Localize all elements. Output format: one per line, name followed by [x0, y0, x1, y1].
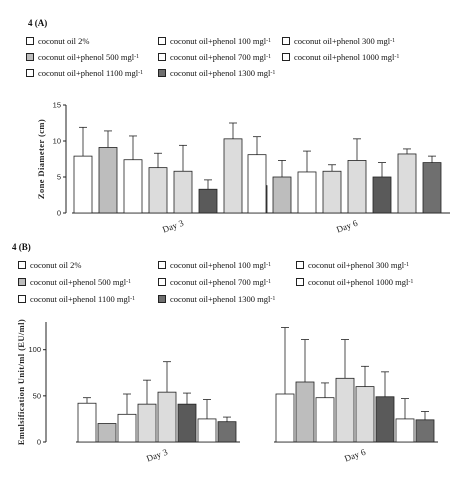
legend-item: coconut oil+phenol 300 mgl -1 [296, 260, 409, 270]
legend-label: coconut oil+phenol 1100 mgl [30, 294, 131, 304]
legend-item: coconut oil+phenol 1100 mgl -1 [26, 68, 143, 78]
bar [335, 377, 355, 443]
legend-item: coconut oil+phenol 700 mgl -1 [158, 277, 271, 287]
legend-swatch [158, 278, 166, 286]
bar [272, 176, 292, 214]
bar [217, 421, 237, 443]
legend-label: coconut oil 2% [30, 260, 82, 270]
legend-swatch [158, 261, 166, 269]
y-tick-label: 0 [37, 438, 41, 447]
legend-item: coconut oil+phenol 700 mgl -1 [158, 52, 271, 62]
bar [355, 386, 375, 443]
legend-a: coconut oil 2% coconut oil+phenol 100 mg… [26, 36, 466, 86]
legend-item: coconut oil+phenol 100 mgl -1 [158, 260, 271, 270]
bar [137, 403, 157, 443]
legend-swatch [26, 53, 34, 61]
bar [173, 170, 193, 214]
legend-item: coconut oil+phenol 100 mgl -1 [158, 36, 271, 46]
bar [97, 423, 117, 443]
panel-b-label: 4 (B) [12, 242, 31, 252]
legend-swatch [158, 53, 166, 61]
x-tick-label: Day 6 [335, 218, 359, 235]
bar [347, 160, 367, 214]
legend-swatch [296, 261, 304, 269]
legend-swatch [18, 261, 26, 269]
bar [275, 393, 295, 443]
x-tick-label: Day 3 [145, 447, 169, 464]
bar [395, 418, 415, 443]
bar [148, 167, 168, 214]
bar [223, 138, 243, 214]
x-tick-label: Day 6 [343, 447, 367, 464]
bar [177, 403, 197, 443]
bar [297, 171, 317, 214]
legend-label: coconut oil+phenol 700 mgl [170, 277, 267, 287]
legend-label: coconut oil+phenol 1000 mgl [294, 52, 395, 62]
legend-item: coconut oil+phenol 1300 mgl -1 [158, 294, 275, 304]
panel-a-label: 4 (A) [28, 18, 48, 28]
bar [315, 397, 335, 443]
bar [73, 155, 93, 214]
bar [123, 159, 143, 214]
legend-swatch [158, 69, 166, 77]
legend-label: coconut oil+phenol 1300 mgl [170, 68, 271, 78]
bar [415, 419, 435, 443]
legend-swatch [18, 278, 26, 286]
legend-swatch [282, 53, 290, 61]
legend-swatch [18, 295, 26, 303]
legend-item: coconut oil+phenol 1000 mgl -1 [282, 52, 399, 62]
legend-swatch [282, 37, 290, 45]
y-tick-label: 100 [28, 345, 41, 354]
legend-label: coconut oil+phenol 100 mgl [170, 36, 267, 46]
bar [98, 147, 118, 214]
x-tick-label: Day 3 [161, 218, 185, 235]
y-tick-label: 0 [57, 209, 61, 218]
legend-label: coconut oil+phenol 100 mgl [170, 260, 267, 270]
legend-item: coconut oil 2% [26, 36, 89, 46]
legend-label: coconut oil+phenol 1100 mgl [38, 68, 139, 78]
legend-label: coconut oil+phenol 700 mgl [170, 52, 267, 62]
legend-swatch [296, 278, 304, 286]
y-tick-label: 5 [57, 173, 61, 182]
legend-swatch [26, 69, 34, 77]
legend-label: coconut oil+phenol 300 mgl [294, 36, 391, 46]
bar [197, 418, 217, 443]
legend-swatch [158, 295, 166, 303]
legend-label: coconut oil+phenol 1300 mgl [170, 294, 271, 304]
bar [247, 154, 267, 214]
y-axis-label: Emulsification Unit/ml (EU/ml) [16, 319, 26, 445]
legend-b: coconut oil 2% coconut oil+phenol 100 mg… [18, 260, 458, 310]
legend-label: coconut oil+phenol 300 mgl [308, 260, 405, 270]
y-tick-label: 10 [53, 137, 61, 146]
legend-item: coconut oil+phenol 1000 mgl -1 [296, 277, 413, 287]
legend-label: coconut oil+phenol 500 mgl [30, 277, 127, 287]
bar [157, 391, 177, 443]
bar [295, 381, 315, 443]
bar [372, 176, 392, 214]
legend-swatch [158, 37, 166, 45]
legend-item: coconut oil+phenol 500 mgl -1 [18, 277, 131, 287]
legend-label: coconut oil 2% [38, 36, 90, 46]
legend-item: coconut oil+phenol 500 mgl -1 [26, 52, 139, 62]
legend-item: coconut oil+phenol 1100 mgl -1 [18, 294, 135, 304]
legend-item: coconut oil+phenol 300 mgl -1 [282, 36, 395, 46]
bar [77, 402, 97, 443]
bar [422, 162, 442, 214]
chart-a: 0 5 10 15 Zone Diameter (cm) Day 3 Day 6 [36, 101, 450, 235]
legend-item: coconut oil+phenol 1300 mgl -1 [158, 68, 275, 78]
bar [117, 413, 137, 443]
bar [375, 396, 395, 443]
y-tick-label: 15 [53, 101, 61, 110]
bar [397, 153, 417, 214]
bar [322, 170, 342, 214]
y-axis-label: Zone Diameter (cm) [36, 119, 46, 199]
legend-label: coconut oil+phenol 1000 mgl [308, 277, 409, 287]
legend-item: coconut oil 2% [18, 260, 81, 270]
legend-swatch [26, 37, 34, 45]
y-tick-label: 50 [33, 391, 41, 400]
legend-label: coconut oil+phenol 500 mgl [38, 52, 135, 62]
bar [198, 188, 218, 214]
